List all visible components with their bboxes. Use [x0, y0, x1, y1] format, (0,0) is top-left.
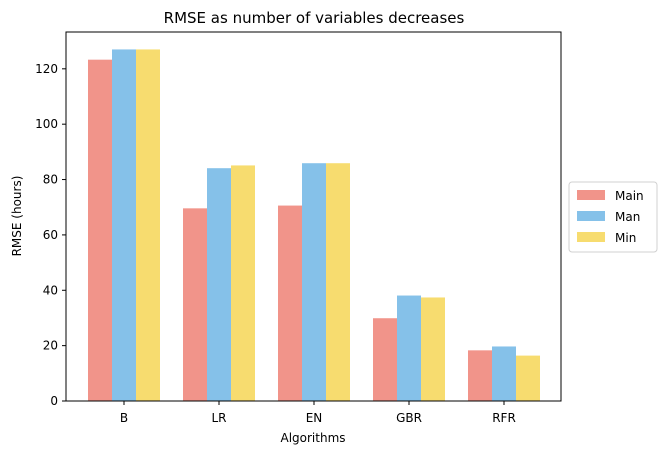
- legend: Main Man Min: [568, 181, 658, 253]
- y-tick-label: 40: [43, 283, 58, 297]
- y-axis-ticks: 0 20 40 60 80 100 120: [35, 62, 66, 408]
- bar-man-rfr: [492, 346, 516, 401]
- chart-title: RMSE as number of variables decreases: [164, 9, 465, 27]
- legend-swatch-man: [577, 211, 605, 221]
- legend-label-main: Main: [615, 189, 644, 203]
- plot-frame: [65, 31, 562, 402]
- y-tick-label: 100: [35, 117, 58, 131]
- y-tick-label: 120: [35, 62, 58, 76]
- bar-min-rfr: [516, 355, 540, 401]
- bar-min-gbr: [421, 297, 445, 401]
- x-axis-title: Algorithms: [280, 431, 345, 445]
- legend-swatch-main: [577, 190, 605, 200]
- bar-min-b: [136, 49, 160, 402]
- legend-label-man: Man: [615, 210, 640, 224]
- bar-main-b: [88, 59, 112, 402]
- bar-main-rfr: [468, 350, 492, 401]
- bar-main-lr: [183, 208, 207, 401]
- x-tick-label-b: B: [120, 411, 128, 425]
- bar-man-en: [302, 163, 326, 401]
- y-axis-title: RMSE (hours): [10, 176, 24, 257]
- bar-man-gbr: [397, 295, 421, 401]
- y-tick-label: 60: [43, 228, 58, 242]
- bar-man-b: [112, 49, 136, 402]
- bar-man-lr: [207, 168, 231, 401]
- x-tick-label-gbr: GBR: [396, 411, 422, 425]
- x-tick-label-en: EN: [306, 411, 323, 425]
- bar-main-gbr: [373, 318, 397, 401]
- x-tick-label-lr: LR: [211, 411, 226, 425]
- bar-min-lr: [231, 165, 255, 401]
- y-tick-label: 20: [43, 339, 58, 353]
- legend-swatch-min: [577, 232, 605, 242]
- bar-min-en: [326, 163, 350, 401]
- x-tick-label-rfr: RFR: [492, 411, 516, 425]
- x-axis-ticks: B LR EN GBR RFR: [120, 401, 516, 425]
- y-tick-label: 0: [50, 394, 58, 408]
- bar-main-en: [278, 205, 302, 401]
- y-tick-label: 80: [43, 173, 58, 187]
- legend-label-min: Min: [615, 231, 636, 245]
- bars-group: [88, 49, 540, 402]
